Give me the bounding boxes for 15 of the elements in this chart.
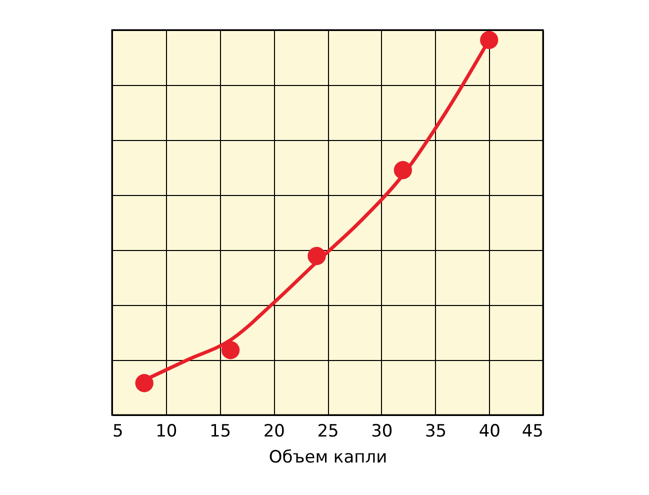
point bbox=[135, 374, 154, 392]
x-axis-title: Объем капли bbox=[268, 448, 388, 468]
x-tick-label: 30 bbox=[371, 422, 393, 442]
point bbox=[394, 161, 412, 180]
x-tick-label: 25 bbox=[317, 422, 339, 442]
x-tick-label: 35 bbox=[424, 422, 447, 442]
point bbox=[221, 341, 240, 360]
x-tick-label: 45 bbox=[522, 422, 544, 442]
point bbox=[480, 30, 498, 50]
x-tick-label: 20 bbox=[263, 422, 285, 442]
x-tick-label: 5 bbox=[112, 422, 124, 442]
x-tick-label: 15 bbox=[209, 422, 232, 442]
x-tick-label: 40 bbox=[478, 422, 500, 442]
x-tick-label: 10 bbox=[156, 422, 178, 442]
point bbox=[308, 246, 326, 266]
